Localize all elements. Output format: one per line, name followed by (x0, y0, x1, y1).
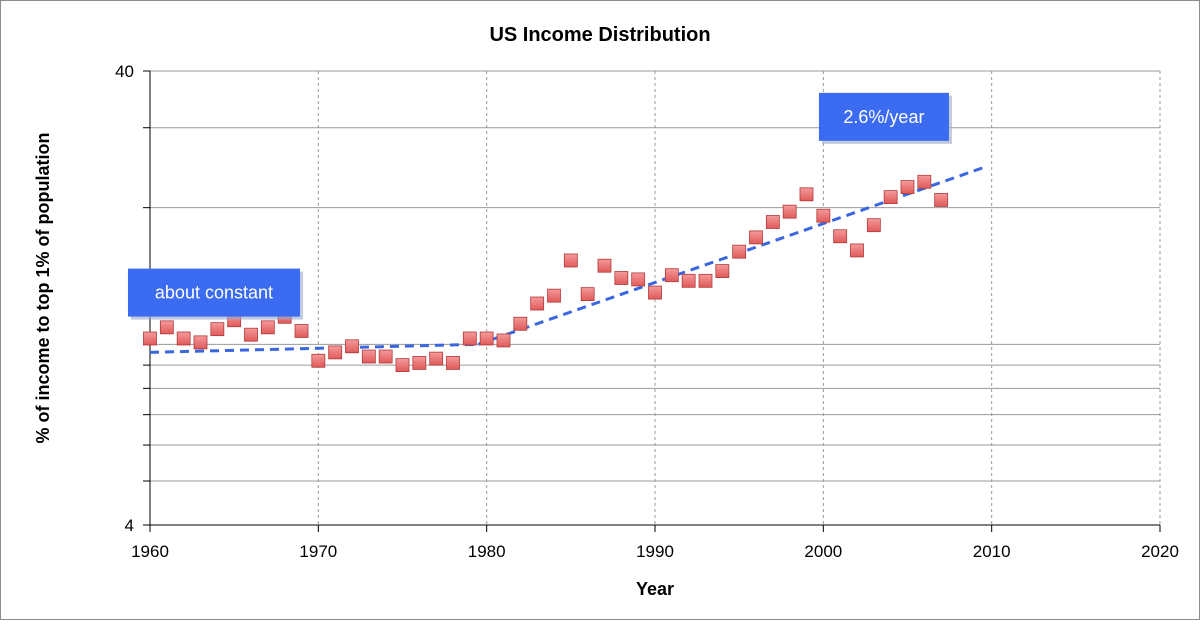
x-axis-label: Year (636, 579, 674, 599)
y-tick-label-4: 4 (125, 516, 134, 535)
data-point-1978 (446, 356, 460, 370)
data-point-1967 (260, 320, 275, 335)
x-tick-label-2000: 2000 (804, 542, 842, 561)
annotation-0: about constant (127, 268, 303, 320)
annotations: about constant 2.6%/year (127, 92, 952, 320)
data-point-1999 (799, 187, 814, 202)
data-point-1979 (462, 331, 477, 346)
data-point-1992 (681, 273, 696, 288)
x-tick-label-2020: 2020 (1141, 542, 1179, 561)
data-point-1996 (749, 230, 763, 245)
trend-line-0 (149, 342, 479, 354)
annotation-box-1 (818, 92, 949, 141)
annotation-1: 2.6%/year (818, 92, 952, 144)
trend-line-1 (477, 166, 984, 346)
data-point-1984 (547, 288, 561, 303)
data-point-1983 (530, 296, 545, 311)
annotation-text-1: 2.6%/year (843, 107, 924, 127)
data-point-1995 (732, 244, 747, 259)
data-point-1970 (311, 353, 326, 368)
data-point-1973 (361, 349, 376, 364)
chart-title: US Income Distribution (489, 24, 710, 46)
data-point-2005 (900, 180, 915, 194)
data-point-1981 (496, 333, 511, 348)
data-point-1989 (631, 272, 646, 287)
y-tick-label-40: 40 (115, 62, 134, 81)
data-point-2007 (934, 193, 949, 207)
data-point-1961 (159, 320, 174, 335)
data-point-1964 (210, 322, 225, 337)
data-point-1972 (345, 339, 359, 354)
data-point-1962 (176, 331, 191, 346)
data-point-1960 (143, 331, 157, 346)
x-tick-label-2010: 2010 (973, 542, 1011, 561)
data-point-1986 (580, 287, 595, 302)
annotation-box-0 (127, 268, 300, 317)
annotation-text-0: about constant (155, 283, 273, 303)
data-point-1976 (412, 356, 427, 370)
data-point-2004 (883, 190, 898, 205)
data-point-1966 (244, 327, 258, 342)
data-point-1969 (294, 324, 309, 338)
data-point-1997 (765, 215, 780, 229)
data-point-2001 (833, 229, 848, 244)
data-points (143, 174, 949, 373)
data-point-2002 (850, 243, 864, 258)
data-point-1975 (395, 358, 410, 373)
tick-labels: 1960 1970 1980 1990 2000 2010 2020 4 40 (115, 62, 1179, 561)
data-point-2003 (866, 218, 881, 233)
data-point-1977 (429, 351, 444, 366)
x-tick-label-1960: 1960 (131, 542, 169, 561)
data-point-1987 (597, 258, 612, 273)
data-point-1974 (378, 349, 393, 364)
y-axis-label: % of income to top 1% of population (33, 133, 53, 444)
data-point-1998 (782, 204, 797, 219)
data-point-1994 (715, 264, 730, 278)
trend-lines (149, 166, 984, 354)
data-point-1993 (698, 273, 713, 288)
data-point-1988 (614, 271, 629, 285)
data-point-1982 (513, 316, 528, 331)
data-point-1990 (648, 285, 662, 300)
data-point-1985 (563, 253, 578, 268)
data-point-1980 (479, 331, 494, 346)
data-point-2000 (816, 208, 831, 223)
data-point-1971 (328, 345, 343, 360)
data-point-1963 (193, 335, 208, 350)
grid-lines (150, 70, 1161, 525)
data-point-2006 (917, 174, 932, 189)
x-tick-label-1980: 1980 (468, 542, 506, 561)
x-tick-label-1990: 1990 (636, 542, 674, 561)
x-tick-label-1970: 1970 (299, 542, 337, 561)
data-point-1991 (664, 268, 679, 283)
